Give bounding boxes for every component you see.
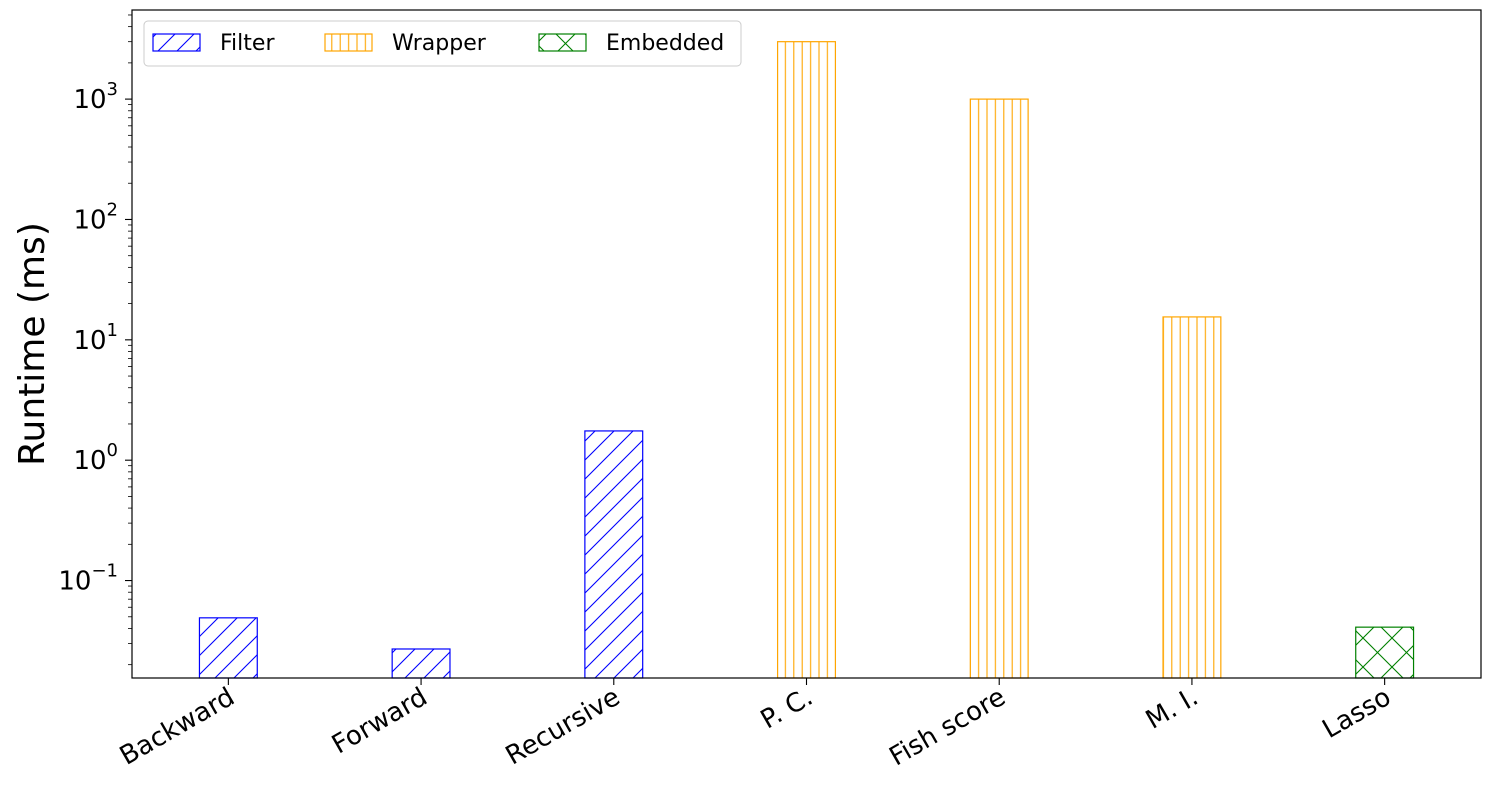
x-tick-label: Recursive (501, 682, 626, 771)
bar-backward (198, 617, 258, 679)
legend-label-embedded: Embedded (606, 31, 724, 56)
y-tick-label: 100 (73, 440, 118, 476)
bar-fish-score (969, 98, 1029, 679)
y-tick-label: 102 (73, 199, 118, 235)
x-tick-label: Forward (327, 682, 433, 760)
bar-forward (391, 648, 451, 679)
bar-recursive (584, 430, 644, 679)
x-tick-label: P. C. (756, 682, 818, 735)
x-tick-label: Fish score (884, 682, 1010, 772)
y-tick-label: 10−1 (58, 561, 118, 597)
y-axis: 10−1 100 101 102 103 (58, 14, 132, 666)
legend-label-filter: Filter (220, 31, 275, 56)
y-tick-label: 101 (73, 320, 118, 356)
legend-swatch-filter (152, 33, 201, 52)
y-axis-label: Runtime (ms) (12, 222, 53, 466)
bar-p-c (776, 41, 837, 679)
bars-layer (198, 41, 1415, 679)
x-tick-label: M. I. (1141, 682, 1204, 735)
legend-label-wrapper: Wrapper (392, 31, 487, 56)
legend-swatch-wrapper (324, 33, 373, 52)
y-tick-label: 103 (73, 79, 118, 115)
x-tick-label: Lasso (1318, 682, 1397, 745)
legend-swatch-embedded (538, 33, 587, 52)
x-axis: Backward Forward Recursive P. C. Fish score M… (115, 678, 1396, 772)
bar-lasso (1355, 626, 1415, 679)
legend: Filter Wrapper Embedded (143, 20, 742, 67)
bar-m-i (1162, 316, 1222, 679)
x-tick-label: Backward (115, 682, 240, 772)
legend-frame (143, 20, 742, 67)
